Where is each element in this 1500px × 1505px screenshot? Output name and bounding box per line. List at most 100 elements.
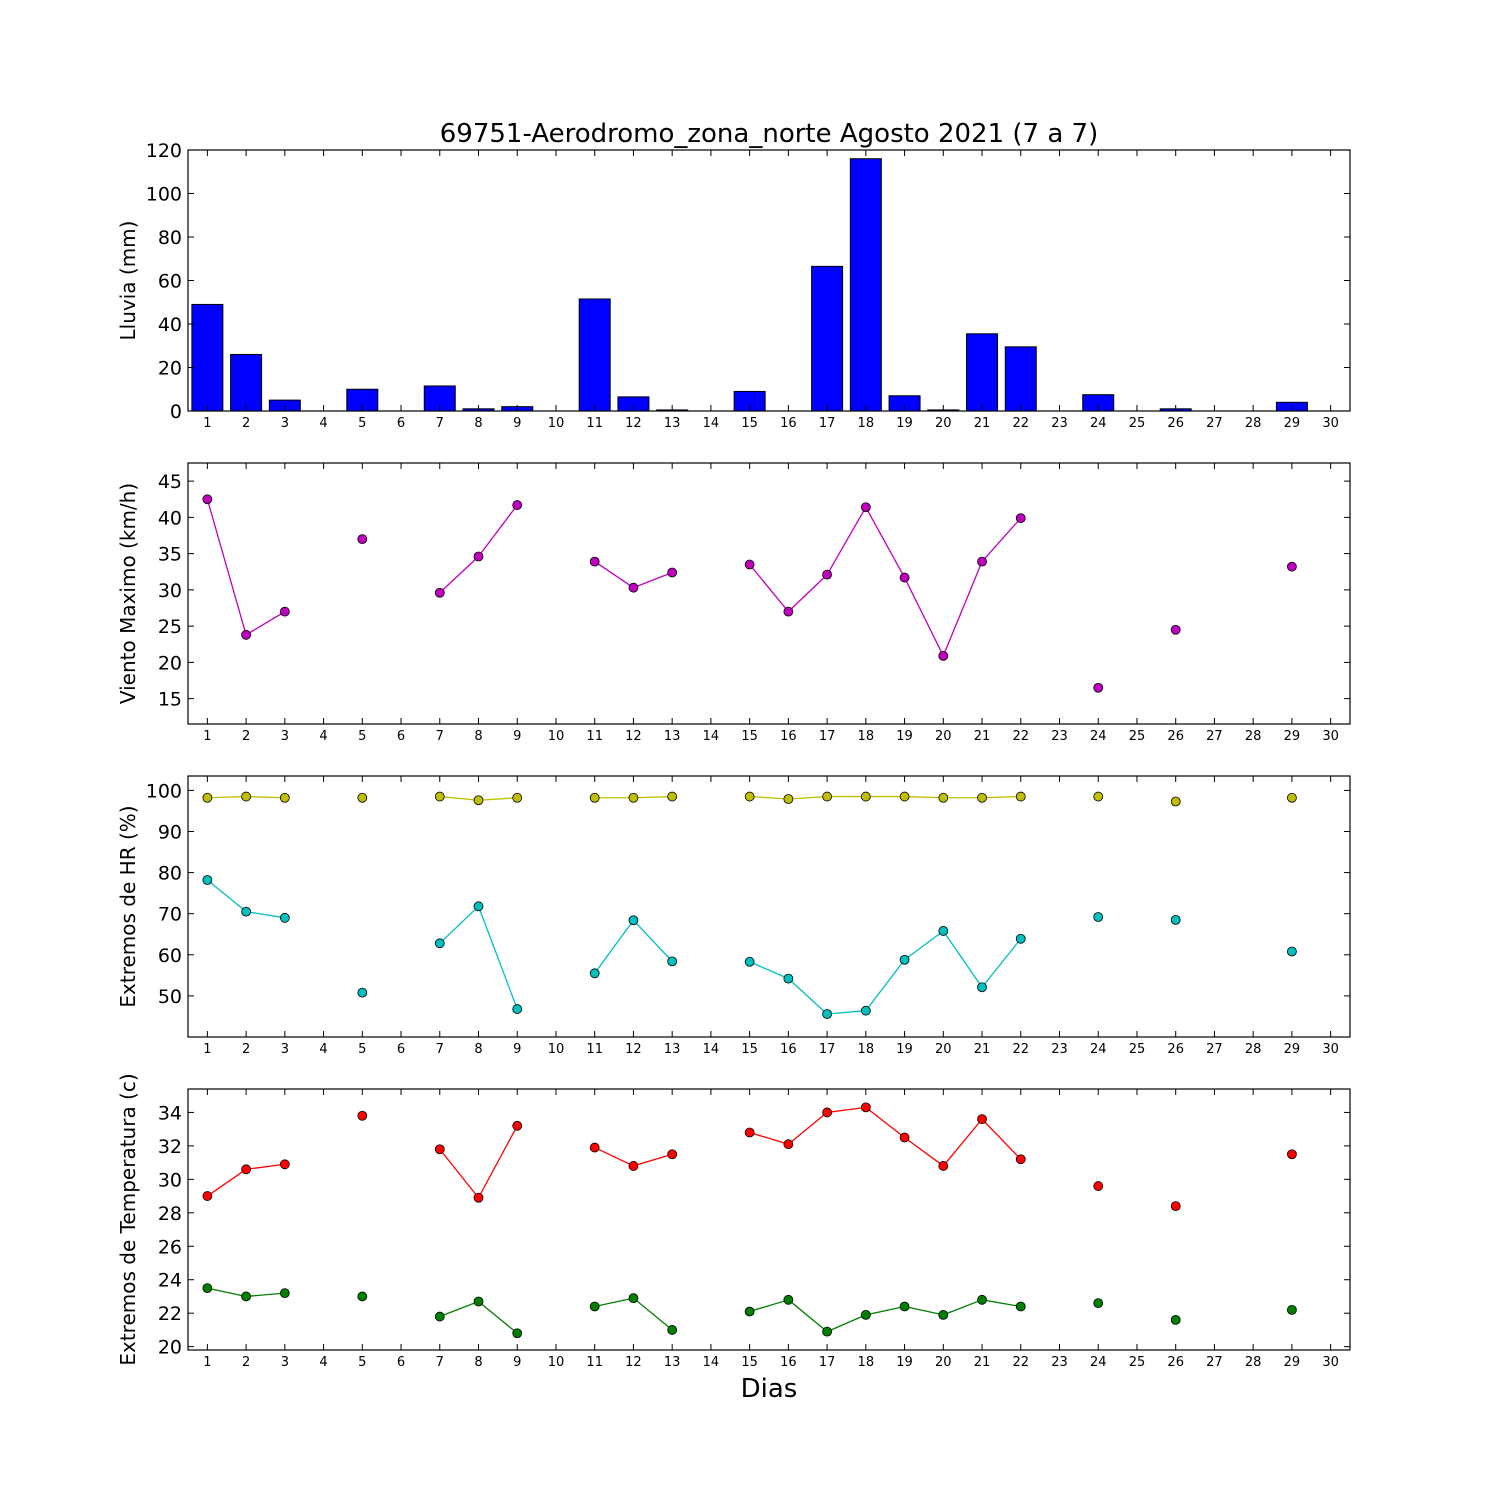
y-tick-label: 90 <box>158 821 182 843</box>
series-1-point-day-18 <box>860 502 871 513</box>
x-tick-label: 13 <box>664 729 681 744</box>
series-2-segment <box>749 1299 789 1313</box>
series-1-point-day-29 <box>1287 561 1297 572</box>
series-1-point-day-12 <box>628 1161 639 1171</box>
y-axis-label: Lluvia (mm) <box>116 221 140 341</box>
x-tick-label: 26 <box>1167 1042 1184 1057</box>
x-tick-label: 30 <box>1322 1042 1339 1057</box>
series-2-point-day-11 <box>589 1301 600 1312</box>
y-tick-label: 40 <box>158 507 182 529</box>
series-2-point-day-7 <box>434 1311 445 1322</box>
series-2-segment <box>246 1292 285 1298</box>
series-1-segment <box>826 506 867 575</box>
series-1-point-day-7 <box>434 587 445 598</box>
x-tick-label: 22 <box>1012 416 1029 431</box>
series-2-segment <box>981 938 1022 988</box>
series-1-segment <box>787 1111 828 1145</box>
series-1-point-day-5 <box>357 792 368 803</box>
series-1-segment <box>865 506 906 578</box>
x-tick-label: 25 <box>1129 1042 1146 1057</box>
x-tick-label: 30 <box>1322 729 1339 744</box>
series-1-point-day-13 <box>667 791 678 802</box>
series-2-point-day-1 <box>202 875 213 885</box>
series-2-segment <box>981 1299 1021 1308</box>
y-axis-label: Extremos de HR (%) <box>116 805 140 1007</box>
y-tick-label: 34 <box>158 1102 182 1124</box>
x-tick-label: 20 <box>935 1042 952 1057</box>
series-1-point-day-22 <box>1015 791 1026 802</box>
series-2-point-day-29 <box>1287 946 1297 957</box>
x-tick-label: 10 <box>548 1042 565 1057</box>
series-1-point-day-7 <box>434 791 445 802</box>
series-1-segment <box>594 561 634 589</box>
y-tick-label: 80 <box>158 227 182 249</box>
series-1-segment <box>633 571 673 589</box>
y-tick-label: 80 <box>158 863 182 885</box>
x-tick-label: 15 <box>741 729 758 744</box>
series-2-point-day-11 <box>589 968 600 979</box>
x-tick-label: 11 <box>586 1355 603 1370</box>
x-tick-label: 10 <box>548 729 565 744</box>
series-1-point-day-5 <box>357 1110 368 1121</box>
x-tick-label: 23 <box>1051 729 1068 744</box>
x-tick-label: 24 <box>1090 1042 1107 1057</box>
series-2-point-day-3 <box>279 912 290 923</box>
x-tick-label: 25 <box>1129 416 1146 431</box>
series-2-point-day-12 <box>628 1293 639 1304</box>
series-2-point-day-17 <box>822 1009 832 1019</box>
series-1-point-day-2 <box>241 629 252 640</box>
series-1-segment <box>245 611 286 636</box>
series-2-segment <box>943 1299 983 1316</box>
series-2-segment <box>904 1305 944 1316</box>
y-tick-label: 20 <box>158 652 182 674</box>
series-1-point-day-16 <box>783 606 794 617</box>
x-tick-label: 9 <box>513 729 521 744</box>
x-tick-label: 14 <box>703 416 720 431</box>
x-tick-label: 22 <box>1012 729 1029 744</box>
y-tick-label: 60 <box>158 945 182 967</box>
x-tick-label: 7 <box>436 1355 444 1370</box>
x-tick-label: 16 <box>780 416 797 431</box>
y-tick-label: 30 <box>158 580 182 602</box>
x-tick-label: 18 <box>858 1355 875 1370</box>
x-tick-label: 4 <box>319 1042 327 1057</box>
series-1-point-day-2 <box>241 1164 252 1175</box>
series-1-point-day-18 <box>860 1102 871 1113</box>
bar-day-21 <box>966 333 999 412</box>
x-tick-label: 1 <box>203 729 211 744</box>
series-2-point-day-2 <box>241 1291 252 1302</box>
series-1-point-day-17 <box>822 791 832 802</box>
series-1-point-day-24 <box>1093 791 1104 802</box>
x-tick-label: 26 <box>1167 416 1184 431</box>
series-2-point-day-16 <box>783 973 794 984</box>
series-2-point-day-21 <box>977 1294 987 1305</box>
series-1-point-day-16 <box>783 1139 794 1150</box>
series-2-point-day-19 <box>899 954 910 965</box>
series-1-point-day-21 <box>977 1114 987 1125</box>
y-tick-label: 40 <box>158 314 182 336</box>
x-tick-label: 2 <box>242 729 250 744</box>
series-2-point-day-17 <box>822 1326 832 1337</box>
y-tick-label: 32 <box>158 1136 182 1158</box>
series-2-point-day-16 <box>783 1294 794 1305</box>
x-tick-label: 17 <box>819 416 836 431</box>
x-tick-label: 24 <box>1090 729 1107 744</box>
x-tick-label: 19 <box>896 416 913 431</box>
series-2-point-day-26 <box>1170 1314 1181 1325</box>
series-2-point-day-18 <box>860 1309 871 1320</box>
series-1-segment <box>439 556 479 594</box>
x-tick-label: 23 <box>1051 1355 1068 1370</box>
series-1-point-day-26 <box>1170 624 1181 635</box>
x-tick-label: 17 <box>819 1042 836 1057</box>
series-1-segment <box>439 795 479 801</box>
series-2-point-day-13 <box>667 1325 678 1335</box>
series-1-point-day-12 <box>628 582 639 593</box>
series-1-point-day-11 <box>589 792 600 803</box>
y-tick-label: 70 <box>158 904 182 926</box>
x-tick-label: 20 <box>935 1355 952 1370</box>
y-tick-label: 45 <box>158 471 182 493</box>
series-1-point-day-5 <box>357 534 368 545</box>
x-tick-label: 7 <box>436 1042 444 1057</box>
series-2-segment <box>245 910 285 919</box>
